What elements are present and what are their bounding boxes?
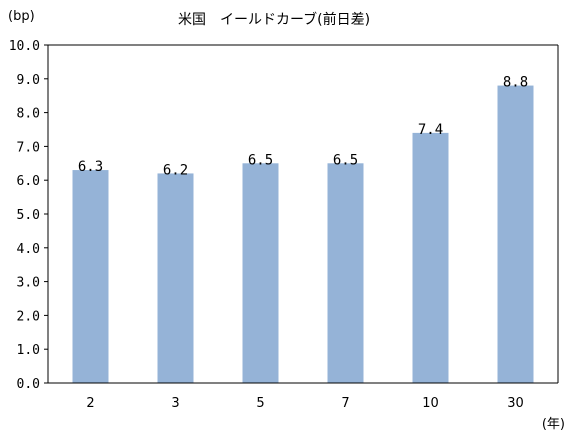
x-tick-label: 30: [507, 396, 524, 411]
x-tick-label: 3: [171, 396, 179, 411]
bar: [412, 132, 449, 383]
data-label: 6.2: [163, 162, 188, 178]
x-axis-labels: 2 3 5 7 10 30: [86, 396, 523, 411]
data-label: 6.3: [78, 159, 103, 175]
y-tick-label: 8.0: [17, 107, 40, 122]
y-tick-label: 5.0: [17, 208, 40, 223]
data-label: 7.4: [418, 122, 443, 138]
y-tick-label: 1.0: [17, 343, 40, 358]
x-tick-label: 5: [256, 396, 264, 411]
y-tick-label: 7.0: [17, 140, 40, 155]
x-tick-label: 10: [422, 396, 439, 411]
y-tick-label: 10.0: [9, 39, 40, 54]
y-tick-label: 9.0: [17, 73, 40, 88]
y-tick-label: 0.0: [17, 377, 40, 392]
x-tick-label: 2: [86, 396, 94, 411]
bar: [72, 170, 109, 383]
y-tick-label: 4.0: [17, 242, 40, 257]
chart-title: 米国 イールドカーブ(前日差): [178, 11, 370, 28]
bar: [157, 173, 194, 383]
y-axis-ticks: 0.0 1.0 2.0 3.0 4.0 5.0 6.0 7.0 8.0 9.0 10.0: [9, 39, 48, 392]
bars: [72, 85, 534, 383]
y-unit-label: (bp): [8, 9, 35, 24]
y-tick-label: 6.0: [17, 174, 40, 189]
data-label: 6.5: [248, 152, 273, 168]
data-labels: 6.3 6.2 6.5 6.5 7.4 8.8: [78, 75, 528, 179]
bar: [327, 163, 364, 383]
y-tick-label: 3.0: [17, 276, 40, 291]
bar: [497, 85, 534, 383]
data-label: 6.5: [333, 152, 358, 168]
x-unit-label: (年): [542, 417, 565, 432]
x-tick-label: 7: [341, 396, 349, 411]
y-tick-label: 2.0: [17, 309, 40, 324]
bar: [242, 163, 279, 383]
data-label: 8.8: [503, 75, 528, 91]
